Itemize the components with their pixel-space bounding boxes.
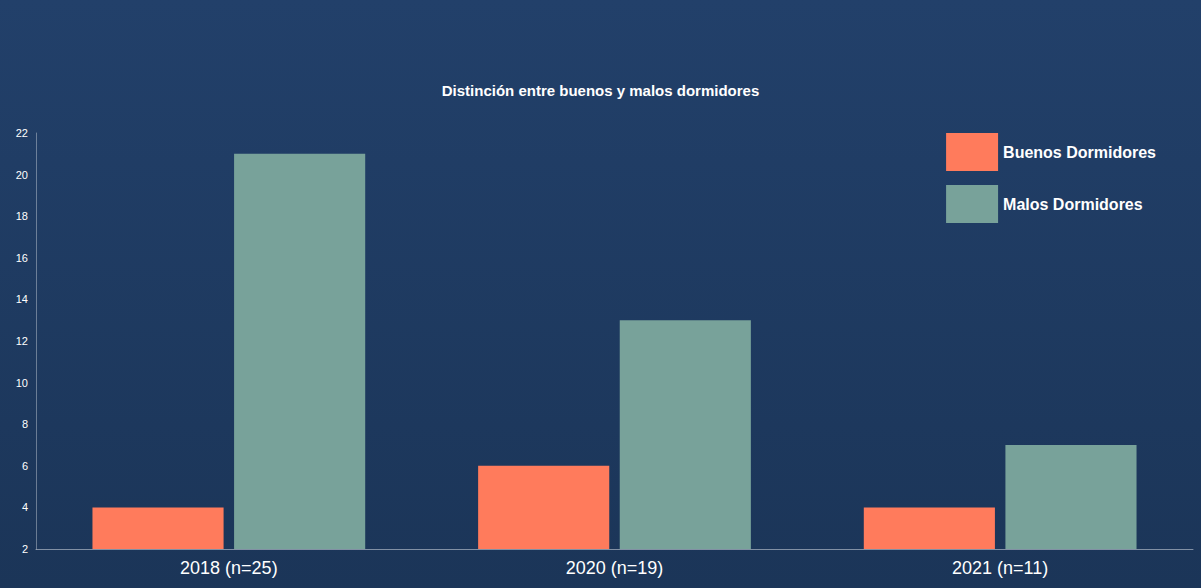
svg-text:2020 (n=19): 2020 (n=19) xyxy=(566,558,664,578)
svg-text:6: 6 xyxy=(22,460,28,472)
svg-text:18: 18 xyxy=(16,210,28,222)
svg-text:22: 22 xyxy=(16,127,28,139)
svg-text:Buenos Dormidores: Buenos Dormidores xyxy=(1003,144,1156,161)
svg-text:2: 2 xyxy=(22,543,28,555)
svg-text:4: 4 xyxy=(22,501,28,513)
svg-text:16: 16 xyxy=(16,252,28,264)
svg-text:10: 10 xyxy=(16,377,28,389)
svg-text:2021 (n=11): 2021 (n=11) xyxy=(952,558,1048,578)
svg-text:Malos Dormidores: Malos Dormidores xyxy=(1003,196,1143,213)
svg-text:20: 20 xyxy=(16,169,28,181)
svg-text:14: 14 xyxy=(16,293,28,305)
svg-text:12: 12 xyxy=(16,335,28,347)
svg-text:2018 (n=25): 2018 (n=25) xyxy=(180,558,278,578)
svg-text:8: 8 xyxy=(22,418,28,430)
svg-text:Distinción entre buenos y malo: Distinción entre buenos y malos dormidor… xyxy=(442,82,760,99)
